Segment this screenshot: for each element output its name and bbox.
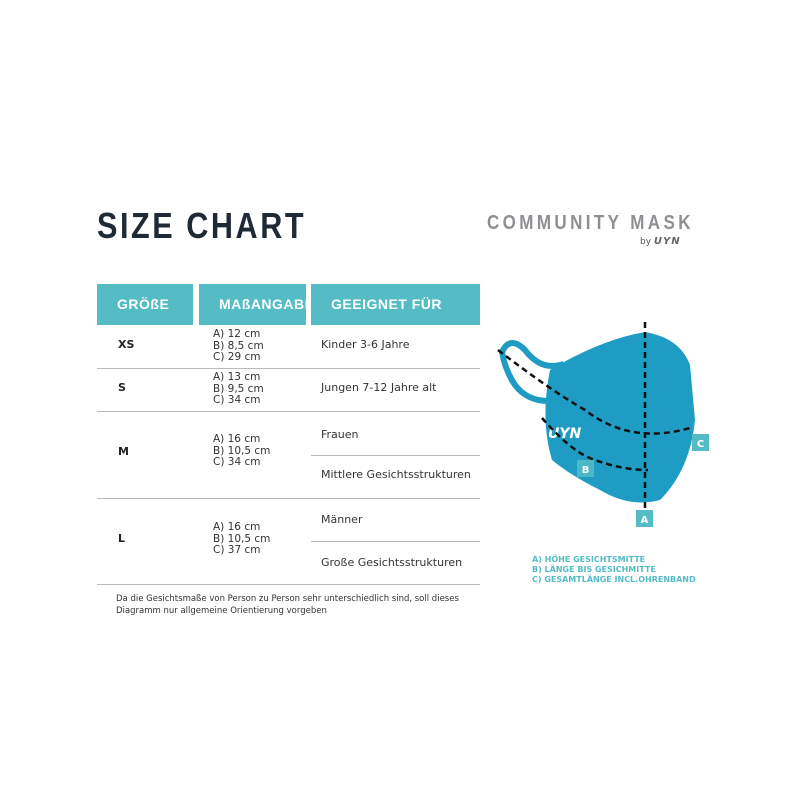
- suitable-s: Jungen 7-12 Jahre alt: [321, 381, 437, 394]
- legend-b: B) LÄNGE BIS GESICHMITTE: [532, 565, 656, 574]
- suitable-m-2: Mittlere Gesichtsstrukturen: [321, 468, 471, 481]
- suitable-l-2: Große Gesichtsstrukturen: [321, 556, 463, 569]
- measures-l: A) 16 cm B) 10,5 cm C) 37 cm: [213, 521, 271, 556]
- page-title: SIZE CHART: [97, 205, 307, 246]
- label-a-box: [636, 510, 653, 527]
- header-suitable: GEEIGNET FÜR: [311, 284, 480, 325]
- suitable-l-1: Männer: [321, 513, 363, 526]
- measures-m: A) 16 cm B) 10,5 cm C) 34 cm: [213, 433, 271, 468]
- legend-c: C) GESAMTLÄNGE INCL.OHRENBAND: [532, 575, 696, 584]
- size-xs: XS: [118, 338, 135, 351]
- measures-s: A) 13 cm B) 9,5 cm C) 34 cm: [213, 371, 264, 406]
- row-divider: [97, 368, 480, 369]
- table-bottom-divider: [97, 584, 480, 585]
- header-measures: MAßANGABE: [199, 284, 314, 325]
- size-m: M: [118, 445, 129, 458]
- row-divider: [97, 498, 480, 499]
- brand-logo: by UYN: [640, 236, 681, 247]
- measures-xs: A) 12 cm B) 8,5 cm C) 29 cm: [213, 328, 264, 363]
- by-text: by: [640, 237, 652, 247]
- sub-divider: [311, 541, 480, 542]
- mask-logo: UYN: [548, 426, 582, 442]
- label-c-box: [692, 434, 709, 451]
- suitable-m-1: Frauen: [321, 428, 359, 441]
- suitable-xs: Kinder 3-6 Jahre: [321, 338, 410, 351]
- label-a: A: [641, 515, 649, 526]
- header-size: GRÖßE: [97, 284, 193, 325]
- label-b: B: [582, 465, 590, 476]
- sub-divider: [311, 455, 480, 456]
- line-b: [541, 417, 649, 472]
- product-name: COMMUNITY MASK: [487, 212, 694, 234]
- size-l: L: [118, 532, 126, 545]
- size-s: S: [118, 381, 126, 394]
- mask-diagram: UYN A B C: [497, 322, 709, 527]
- mask-body: [545, 332, 695, 503]
- line-c: [497, 349, 691, 435]
- label-c: C: [697, 439, 704, 450]
- legend-a: A) HÖHE GESICHTSMITTE: [532, 555, 646, 564]
- uyn-logo: UYN: [653, 236, 681, 247]
- label-b-box: [577, 460, 594, 477]
- footnote: Da die Gesichtsmaße von Person zu Person…: [116, 594, 459, 616]
- row-divider: [97, 411, 480, 412]
